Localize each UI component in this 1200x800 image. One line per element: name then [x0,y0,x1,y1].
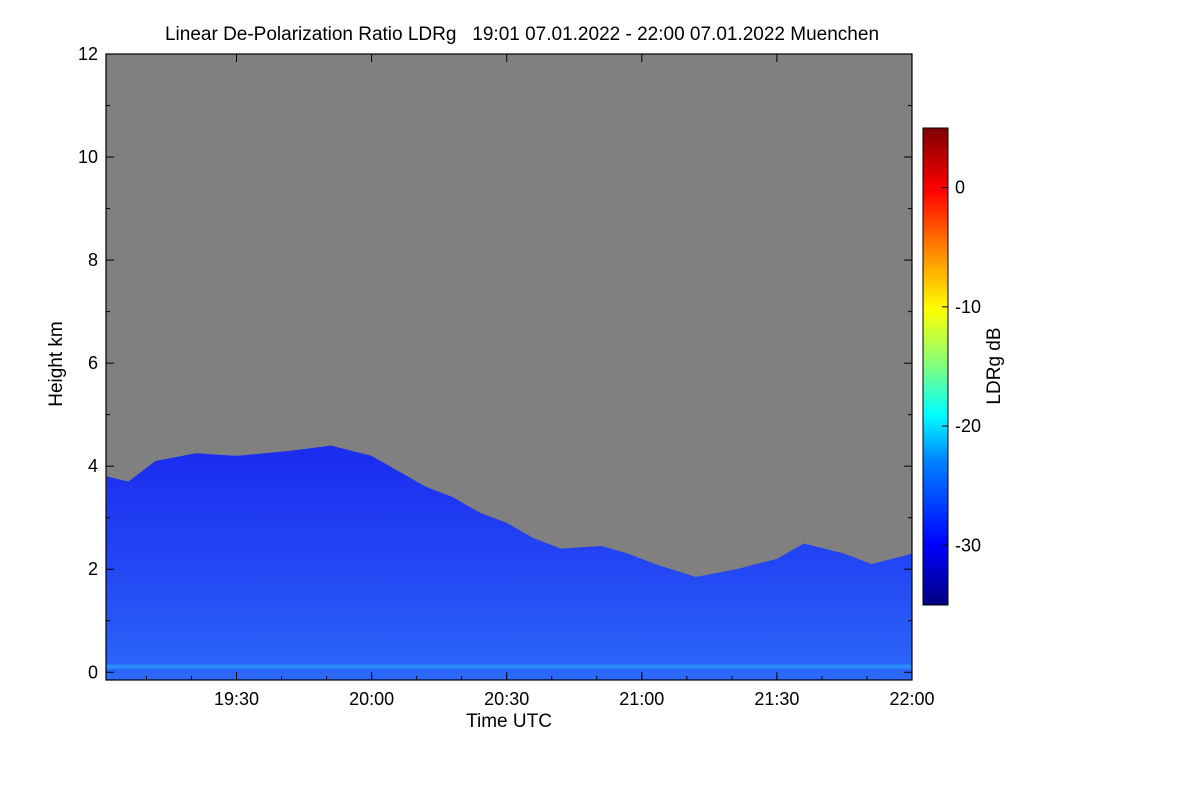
x-tick-label: 21:30 [754,689,799,709]
y-axis: 0 2 4 6 8 10 12 [78,44,912,682]
y-tick-label: 6 [88,353,98,373]
x-tick-label: 20:30 [484,689,529,709]
x-tick-label: 21:00 [619,689,664,709]
x-tick-label: 22:00 [889,689,934,709]
x-tick-label: 19:30 [214,689,259,709]
y-tick-label: 8 [88,250,98,270]
y-tick-label: 0 [88,662,98,682]
colorbar-tick-label: -30 [955,535,981,555]
signal-region-shading [106,445,912,680]
y-tick-label: 2 [88,559,98,579]
colorbar-tick-label: -20 [955,416,981,436]
x-axis-label: Time UTC [466,711,552,732]
x-axis: 19:30 20:00 20:30 21:00 21:30 22:00 [145,54,935,709]
chart-title: Linear De-Polarization Ratio LDRg 19:01 … [165,24,879,45]
surface-layer [106,664,912,669]
colorbar-tick-label: 0 [955,178,965,198]
y-tick-label: 4 [88,456,98,476]
x-tick-label: 20:00 [349,689,394,709]
colorbar-tick-label: -10 [955,297,981,317]
y-tick-label: 12 [78,44,98,64]
y-axis-label: Height km [46,321,67,407]
y-tick-label: 10 [78,147,98,167]
colorbar [922,127,949,606]
colorbar-ticks: 0 -10 -20 -30 [942,178,981,555]
plot-frame [105,53,913,681]
heatmap-layer [106,445,912,680]
colorbar-label: LDRg dB [984,327,1005,404]
